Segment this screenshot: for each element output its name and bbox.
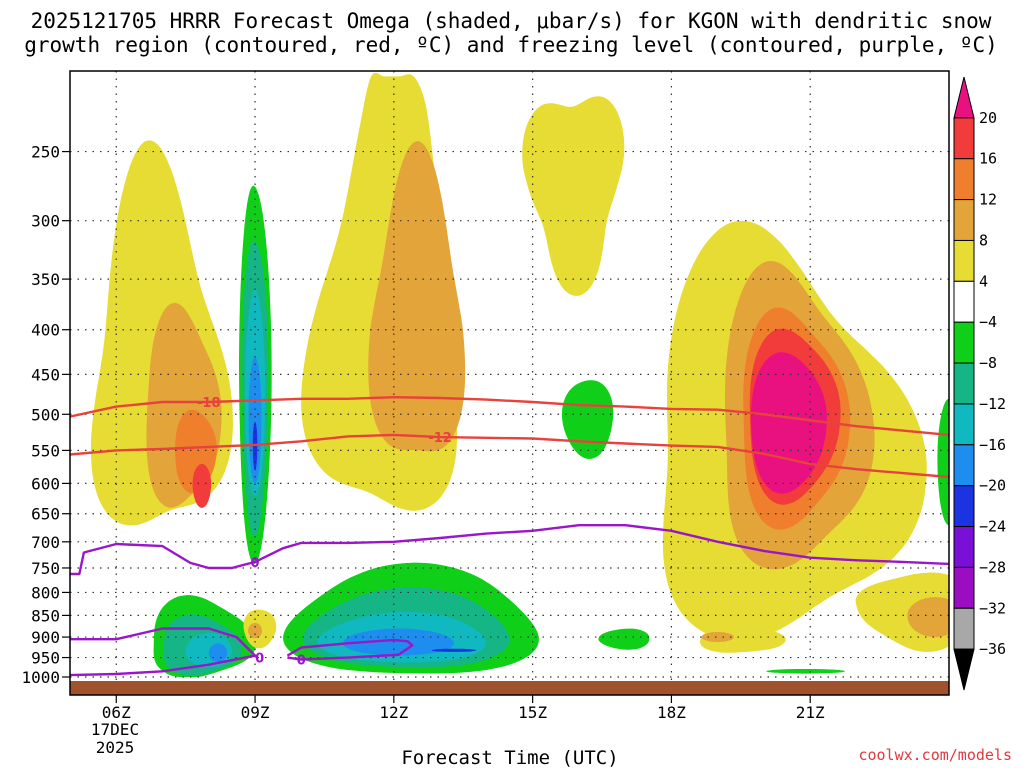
temperature-contours: -18 -12 0 0 0: [70, 396, 949, 677]
contour-dgz-top: [70, 396, 949, 437]
y-tick-label-950: 950: [31, 649, 60, 668]
omega-region-2-1: [368, 141, 466, 452]
x-tick-label-18Z: 18Z: [657, 703, 686, 722]
colorbar-swatch-7: [953, 362, 975, 405]
omega-region-4-0: [561, 380, 614, 459]
x-tick-label-09Z: 09Z: [241, 703, 270, 722]
colorbar-label-5: −4: [979, 313, 997, 331]
omega-region-10-0: [700, 623, 786, 653]
contour-label-freezing-level: 0: [251, 556, 260, 571]
y-tick-label-450: 450: [31, 365, 60, 384]
x-axis-title: Forecast Time (UTC): [401, 747, 618, 768]
contour-near-surface-0c-west: [70, 627, 257, 677]
omega-region-3-0: [522, 96, 625, 296]
colorbar-swatch-0: [953, 76, 975, 119]
colorbar-label-3: 8: [979, 231, 988, 249]
contour-freezing-level: [70, 524, 949, 576]
chart-title-line2: growth region (contoured, red, ºC) and f…: [24, 33, 998, 57]
colorbar-swatch-6: [953, 321, 975, 364]
contour-label-dgz-bottom: -12: [428, 431, 452, 446]
contour-near-surface-0c-east: [286, 638, 414, 661]
omega-region-6-3: [208, 643, 228, 662]
colorbar-swatch-4: [953, 239, 975, 282]
omega-region-11-0: [766, 669, 845, 674]
colorbar-label-2: 12: [979, 191, 997, 209]
x-tick-label-21Z: 21Z: [796, 703, 825, 722]
y-tick-label-750: 750: [31, 559, 60, 578]
colorbar-label-12: −32: [979, 599, 1006, 617]
colorbar-swatch-9: [953, 444, 975, 487]
omega-region-8-1: [248, 622, 262, 639]
omega-shading: [90, 72, 949, 678]
y-tick-label-800: 800: [31, 583, 60, 602]
colorbar-label-9: −20: [979, 477, 1006, 495]
colorbar-label-7: −12: [979, 395, 1006, 413]
colorbar-swatch-2: [953, 158, 975, 201]
chart-title-line1: 2025121705 HRRR Forecast Omega (shaded, …: [31, 9, 992, 33]
y-tick-label-600: 600: [31, 474, 60, 493]
x-date-label-day: 17DEC: [91, 720, 139, 739]
colorbar-swatch-14: [953, 648, 975, 691]
colorbar-label-4: 4: [979, 272, 988, 290]
contour-label-near-surface-0c-east: 0: [297, 654, 306, 669]
colorbar: 20 16 12 8 4 −4 −8 −12 −16 −20 −24 −28 −32 −36: [953, 76, 1006, 691]
y-axis: 250 300 350 400 450 500 550 600 650 700 750 800 850 9…: [21, 143, 70, 687]
colorbar-label-1: 16: [979, 150, 997, 168]
colorbar-swatch-12: [953, 566, 975, 609]
x-tick-label-12Z: 12Z: [379, 703, 408, 722]
x-axis: 06Z 09Z 12Z 15Z 18Z 21Z: [102, 695, 825, 722]
colorbar-swatch-5: [953, 280, 975, 323]
omega-region-0-3: [192, 463, 212, 508]
y-tick-label-900: 900: [31, 628, 60, 647]
colorbar-swatch-13: [953, 607, 975, 650]
y-tick-label-550: 550: [31, 441, 60, 460]
y-tick-label-400: 400: [31, 321, 60, 340]
contour-dgz-bottom: [70, 433, 949, 479]
omega-region-9-0: [598, 628, 650, 650]
y-tick-label-350: 350: [31, 270, 60, 289]
y-tick-label-500: 500: [31, 405, 60, 424]
y-tick-label-650: 650: [31, 505, 60, 524]
omega-region-7-3: [343, 628, 454, 656]
omega-region-5-4: [751, 352, 827, 494]
colorbar-swatch-3: [953, 199, 975, 241]
ground-strip: [70, 681, 949, 695]
omega-region-1-3: [248, 357, 262, 484]
colorbar-swatch-8: [953, 403, 975, 446]
colorbar-label-11: −28: [979, 558, 1006, 576]
y-tick-label-250: 250: [31, 143, 60, 162]
y-tick-label-850: 850: [31, 606, 60, 625]
colorbar-swatch-10: [953, 485, 975, 528]
colorbar-label-0: 20: [979, 109, 997, 127]
colorbar-swatch-11: [953, 526, 975, 568]
y-tick-label-700: 700: [31, 533, 60, 552]
x-date-label-year: 2025: [96, 738, 135, 757]
omega-region-12-0: [937, 398, 949, 526]
contour-label-dgz-top: -18: [197, 396, 221, 411]
omega-region-13-1: [907, 597, 949, 638]
x-tick-label-06Z: 06Z: [102, 703, 131, 722]
colorbar-swatch-1: [953, 117, 975, 160]
colorbar-label-8: −16: [979, 436, 1006, 454]
colorbar-label-13: −36: [979, 640, 1006, 658]
plot-frame: [69, 70, 950, 696]
x-tick-label-15Z: 15Z: [518, 703, 547, 722]
omega-region-7-4: [431, 648, 477, 652]
omega-region-10-1: [701, 632, 734, 643]
colorbar-label-10: −24: [979, 518, 1006, 536]
y-tick-label-300: 300: [31, 212, 60, 231]
colorbar-label-6: −8: [979, 354, 997, 372]
credit-text: coolwx.com/models: [858, 746, 1012, 764]
y-tick-label-1000: 1000: [21, 668, 60, 687]
contour-label-near-surface-0c-west: 0: [255, 652, 264, 667]
